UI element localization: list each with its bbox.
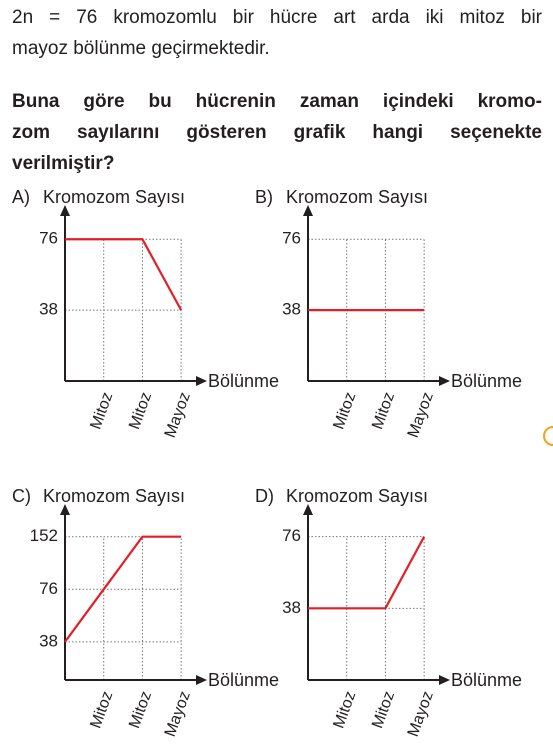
x-axis-label: Bölünme	[451, 371, 522, 391]
text-line: mayoz bölünme geçirmektedir.	[12, 38, 270, 59]
x-tick-label: Mayoz	[162, 390, 194, 440]
option-label: C)	[12, 486, 31, 506]
x-axis-label: Bölünme	[208, 670, 279, 690]
y-tick-label: 38	[282, 598, 301, 617]
y-axis-label: Kromozom Sayısı	[286, 486, 428, 506]
x-axis-label: Bölünme	[208, 371, 279, 391]
data-line	[308, 536, 426, 610]
x-axis-arrow	[439, 376, 450, 386]
x-axis-arrow	[196, 675, 207, 685]
x-tick-label: Mitoz	[330, 390, 359, 432]
y-tick-label: 152	[30, 526, 58, 545]
x-tick-label: Mitoz	[126, 689, 155, 731]
text-line: verilmiştir?	[12, 153, 115, 174]
y-tick-label: 38	[282, 300, 301, 319]
x-tick-label: Mayoz	[405, 689, 437, 739]
x-axis-label: Bölünme	[451, 670, 522, 690]
x-tick-label: Mitoz	[126, 390, 155, 432]
y-tick-label: 38	[39, 300, 58, 319]
option-label: A)	[12, 187, 30, 207]
data-line	[64, 535, 182, 643]
y-tick-label: 76	[39, 579, 58, 598]
question-prompt: Buna göre bu hücrenin zaman içindeki kro…	[12, 86, 542, 179]
decoration	[543, 426, 553, 446]
x-tick-label: Mayoz	[162, 689, 194, 739]
text-line: 2n = 76 kromozomlu bir hücre art arda ik…	[12, 7, 542, 28]
y-axis-arrow	[303, 205, 313, 216]
option-label: D)	[255, 486, 274, 506]
y-axis-label: Kromozom Sayısı	[286, 187, 428, 207]
x-tick-label: Mitoz	[87, 689, 116, 731]
y-tick-label: 76	[282, 229, 301, 248]
y-tick-label: 76	[282, 526, 301, 545]
x-axis-arrow	[196, 376, 207, 386]
x-tick-label: Mayoz	[405, 390, 437, 440]
x-axis-arrow	[439, 675, 450, 685]
y-axis-label: Kromozom Sayısı	[43, 187, 185, 207]
data-line	[65, 238, 183, 311]
y-axis-label: Kromozom Sayısı	[43, 486, 185, 506]
y-tick-label: 76	[39, 229, 58, 248]
option-label: B)	[255, 187, 273, 207]
text-line: Buna göre bu hücrenin zaman içindeki kro…	[12, 91, 542, 112]
y-axis-arrow	[60, 504, 70, 515]
x-tick-label: Mitoz	[87, 390, 116, 432]
x-tick-label: Mitoz	[369, 390, 398, 432]
y-tick-label: 38	[39, 631, 58, 650]
question-stem: 2n = 76 kromozomlu bir hücre art arda ik…	[12, 2, 542, 64]
y-axis-arrow	[60, 205, 70, 216]
x-tick-label: Mitoz	[369, 689, 398, 731]
y-axis-arrow	[303, 504, 313, 515]
text-line: zom sayılarını gösteren grafik hangi seç…	[12, 122, 542, 143]
x-tick-label: Mitoz	[330, 689, 359, 731]
